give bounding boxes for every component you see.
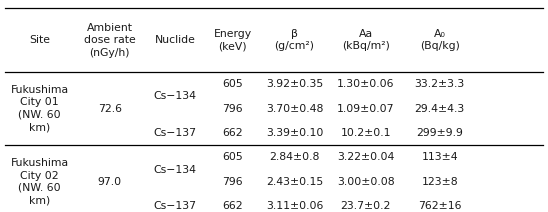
Text: 762±16: 762±16 <box>418 201 461 211</box>
Text: 3.92±0.35: 3.92±0.35 <box>266 79 323 89</box>
Text: Aa
(kBq/m²): Aa (kBq/m²) <box>342 29 390 52</box>
Text: 29.4±4.3: 29.4±4.3 <box>415 104 465 114</box>
Text: β
(g/cm²): β (g/cm²) <box>275 29 315 52</box>
Text: 605: 605 <box>222 79 243 89</box>
Text: 123±8: 123±8 <box>421 177 458 187</box>
Text: Fukushima
City 01
(NW. 60
km): Fukushima City 01 (NW. 60 km) <box>10 85 69 132</box>
Text: Cs−137: Cs−137 <box>154 201 197 211</box>
Text: 662: 662 <box>222 128 243 138</box>
Text: 299±9.9: 299±9.9 <box>416 128 463 138</box>
Text: 2.84±0.8: 2.84±0.8 <box>270 152 319 162</box>
Text: 10.2±0.1: 10.2±0.1 <box>340 128 391 138</box>
Text: 796: 796 <box>222 104 243 114</box>
Text: Ambient
dose rate
(nGy/h): Ambient dose rate (nGy/h) <box>84 23 135 58</box>
Text: Site: Site <box>29 35 50 45</box>
Text: Fukushima
City 02
(NW. 60
km): Fukushima City 02 (NW. 60 km) <box>10 158 69 205</box>
Text: 3.00±0.08: 3.00±0.08 <box>337 177 395 187</box>
Text: Cs−134: Cs−134 <box>154 91 197 102</box>
Text: 72.6: 72.6 <box>98 104 122 114</box>
Text: Nuclide: Nuclide <box>155 35 196 45</box>
Text: Energy
(keV): Energy (keV) <box>214 29 252 52</box>
Text: 605: 605 <box>222 152 243 162</box>
Text: 3.70±0.48: 3.70±0.48 <box>266 104 323 114</box>
Text: 662: 662 <box>222 201 243 211</box>
Text: 97.0: 97.0 <box>98 177 122 187</box>
Text: 3.11±0.06: 3.11±0.06 <box>266 201 323 211</box>
Text: Cs−137: Cs−137 <box>154 128 197 138</box>
Text: 3.22±0.04: 3.22±0.04 <box>337 152 395 162</box>
Text: 23.7±0.2: 23.7±0.2 <box>341 201 391 211</box>
Text: A₀
(Bq/kg): A₀ (Bq/kg) <box>420 29 460 52</box>
Text: 1.30±0.06: 1.30±0.06 <box>337 79 395 89</box>
Text: 113±4: 113±4 <box>421 152 458 162</box>
Text: 33.2±3.3: 33.2±3.3 <box>415 79 465 89</box>
Text: 796: 796 <box>222 177 243 187</box>
Text: 2.43±0.15: 2.43±0.15 <box>266 177 323 187</box>
Text: Cs−134: Cs−134 <box>154 165 197 175</box>
Text: 1.09±0.07: 1.09±0.07 <box>337 104 395 114</box>
Text: 3.39±0.10: 3.39±0.10 <box>266 128 323 138</box>
